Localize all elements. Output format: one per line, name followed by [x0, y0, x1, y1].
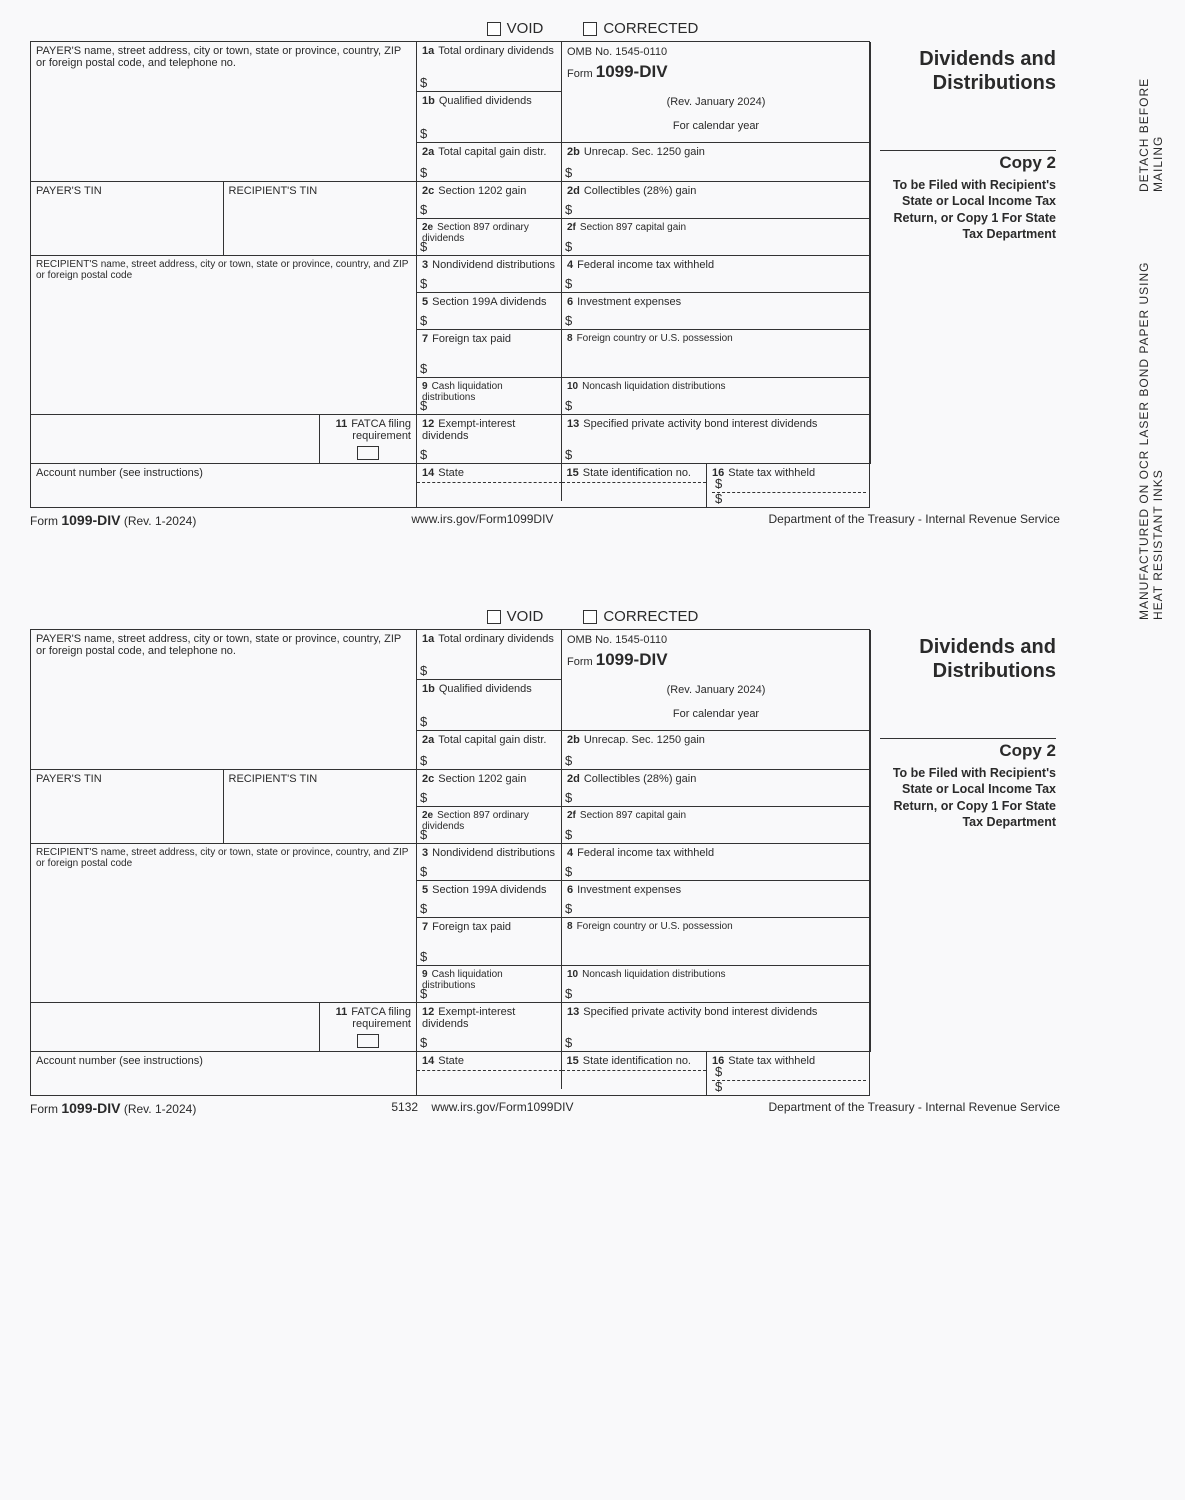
box-2d[interactable]: 2dCollectibles (28%) gain$	[562, 182, 871, 219]
box-3[interactable]: 3Nondividend distributions$	[417, 844, 562, 881]
box-2f[interactable]: 2fSection 897 capital gain$	[562, 807, 871, 844]
box-6[interactable]: 6Investment expenses$	[562, 293, 871, 330]
box-12[interactable]: 12Exempt-interest dividends$	[417, 1003, 562, 1052]
recipient-tin-field[interactable]: RECIPIENT'S TIN	[224, 182, 417, 255]
form-1099-div-copy-1: VOID CORRECTED PAYER'S name, street addr…	[30, 20, 1155, 528]
box-5[interactable]: 5Section 199A dividends$	[417, 293, 562, 330]
box-14-15: 14State 15State identification no.	[417, 1052, 707, 1095]
box-2b[interactable]: 2bUnrecap. Sec. 1250 gain$	[562, 143, 871, 182]
right-panel: Dividends andDistributions Copy 2 To be …	[870, 41, 1060, 242]
box-11-fatca[interactable]: 11FATCA filing requirement	[320, 415, 416, 463]
box-2a[interactable]: 2aTotal capital gain distr.$	[417, 731, 562, 770]
form-header-2: (Rev. January 2024) For calendar year	[562, 92, 871, 142]
form-grid: PAYER'S name, street address, city or to…	[30, 629, 870, 1096]
box-14[interactable]: 14State	[417, 1052, 562, 1071]
box-14[interactable]: 14State	[417, 464, 562, 483]
tin-row: PAYER'S TINRECIPIENT'S TIN	[31, 182, 417, 256]
box-1a[interactable]: 1aTotal ordinary dividends$	[417, 630, 562, 680]
payer-address-field[interactable]: PAYER'S name, street address, city or to…	[31, 42, 417, 182]
box-2d[interactable]: 2dCollectibles (28%) gain$	[562, 770, 871, 807]
box-12[interactable]: 12Exempt-interest dividends$	[417, 415, 562, 464]
box-2e[interactable]: 2eSection 897 ordinary dividends$	[417, 219, 562, 256]
box-2f[interactable]: 2fSection 897 capital gain$	[562, 219, 871, 256]
form-header: OMB No. 1545-0110 Form 1099-DIV	[562, 42, 871, 92]
box-13[interactable]: 13Specified private activity bond intere…	[562, 1003, 871, 1052]
box-7[interactable]: 7Foreign tax paid$	[417, 918, 562, 966]
box-16[interactable]: 16State tax withheld $ $	[707, 464, 871, 507]
box-8[interactable]: 8Foreign country or U.S. possession	[562, 918, 871, 966]
box-9[interactable]: 9Cash liquidation distributions$	[417, 966, 562, 1003]
corrected-checkbox[interactable]: CORRECTED	[583, 608, 698, 625]
form-footer: Form 1099-DIV (Rev. 1-2024) 5132 www.irs…	[30, 1100, 1060, 1116]
box-1a[interactable]: 1aTotal ordinary dividends$	[417, 42, 562, 92]
fatca-row: 11FATCA filing requirement	[31, 1003, 417, 1052]
box-16[interactable]: 16State tax withheld $ $	[707, 1052, 871, 1095]
box-7[interactable]: 7Foreign tax paid$	[417, 330, 562, 378]
form-1099-div-copy-2: VOID CORRECTED PAYER'S name, street addr…	[30, 608, 1155, 1116]
box-10[interactable]: 10Noncash liquidation distributions$	[562, 966, 871, 1003]
box-2e[interactable]: 2eSection 897 ordinary dividends$	[417, 807, 562, 844]
recipient-address-field[interactable]: RECIPIENT'S name, street address, city o…	[31, 844, 417, 1003]
form-header: OMB No. 1545-0110 Form 1099-DIV	[562, 630, 871, 680]
payer-tin-field[interactable]: PAYER'S TIN	[31, 770, 224, 843]
corrected-checkbox[interactable]: CORRECTED	[583, 20, 698, 37]
box-15[interactable]: 15State identification no.	[562, 464, 707, 483]
box-4[interactable]: 4Federal income tax withheld$	[562, 256, 871, 293]
form-footer: Form 1099-DIV (Rev. 1-2024) www.irs.gov/…	[30, 512, 1060, 528]
recipient-address-field[interactable]: RECIPIENT'S name, street address, city o…	[31, 256, 417, 415]
payer-tin-field[interactable]: PAYER'S TIN	[31, 182, 224, 255]
box-2c[interactable]: 2cSection 1202 gain$	[417, 182, 562, 219]
box-6[interactable]: 6Investment expenses$	[562, 881, 871, 918]
box-1b[interactable]: 1bQualified dividends$	[417, 92, 562, 142]
form-header-2: (Rev. January 2024) For calendar year	[562, 680, 871, 730]
fatca-row: 11FATCA filing requirement	[31, 415, 417, 464]
box-15[interactable]: 15State identification no.	[562, 1052, 707, 1071]
box-2c[interactable]: 2cSection 1202 gain$	[417, 770, 562, 807]
box-14-15: 14State 15State identification no.	[417, 464, 707, 507]
box-2b[interactable]: 2bUnrecap. Sec. 1250 gain$	[562, 731, 871, 770]
box-13[interactable]: 13Specified private activity bond intere…	[562, 415, 871, 464]
void-checkbox[interactable]: VOID	[487, 20, 544, 37]
box-10[interactable]: 10Noncash liquidation distributions$	[562, 378, 871, 415]
box-1b[interactable]: 1bQualified dividends$	[417, 680, 562, 730]
account-number-field[interactable]: Account number (see instructions)	[31, 1052, 417, 1095]
box-5[interactable]: 5Section 199A dividends$	[417, 881, 562, 918]
void-checkbox[interactable]: VOID	[487, 608, 544, 625]
box-4[interactable]: 4Federal income tax withheld$	[562, 844, 871, 881]
right-panel: Dividends andDistributions Copy 2 To be …	[870, 629, 1060, 830]
account-number-field[interactable]: Account number (see instructions)	[31, 464, 417, 507]
box-9[interactable]: 9Cash liquidation distributions$	[417, 378, 562, 415]
tin-row: PAYER'S TINRECIPIENT'S TIN	[31, 770, 417, 844]
form-grid: PAYER'S name, street address, city or to…	[30, 41, 870, 508]
box-8[interactable]: 8Foreign country or U.S. possession	[562, 330, 871, 378]
box-11-fatca[interactable]: 11FATCA filing requirement	[320, 1003, 416, 1051]
recipient-tin-field[interactable]: RECIPIENT'S TIN	[224, 770, 417, 843]
box-2a[interactable]: 2aTotal capital gain distr.$	[417, 143, 562, 182]
payer-address-field[interactable]: PAYER'S name, street address, city or to…	[31, 630, 417, 770]
box-3[interactable]: 3Nondividend distributions$	[417, 256, 562, 293]
